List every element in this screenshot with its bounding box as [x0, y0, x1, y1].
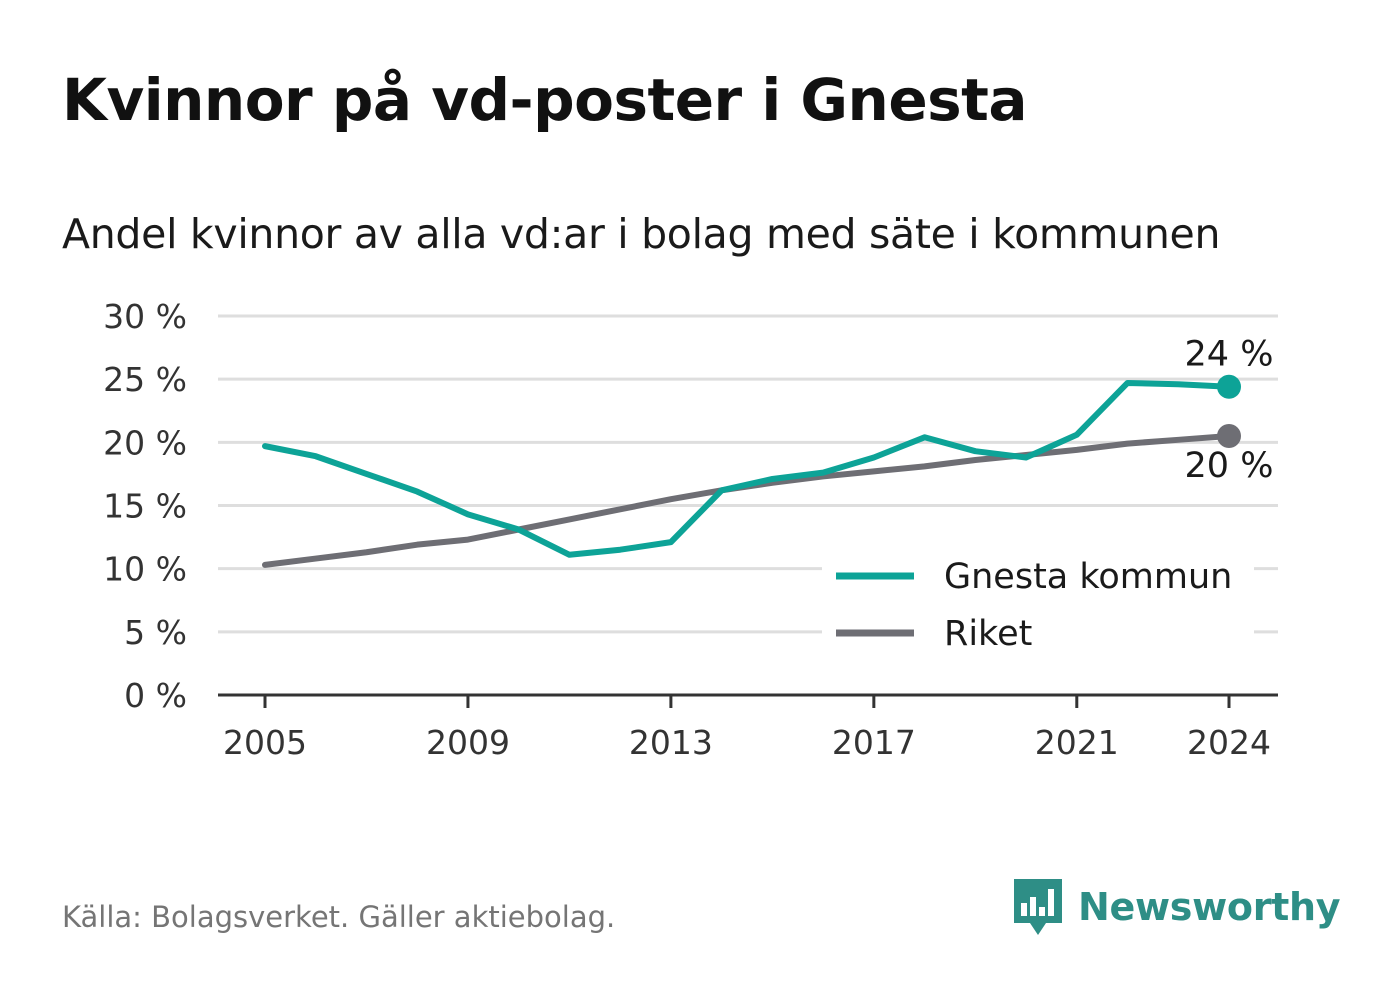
y-tick-label: 5 % — [124, 613, 187, 652]
end-value-labels: 24 % 20 % — [1185, 335, 1274, 486]
source-note: Källa: Bolagsverket. Gäller aktiebolag. — [62, 900, 616, 934]
y-axis-tick-labels: 0 % 5 % 10 % 15 % 20 % 25 % 30 % — [103, 297, 187, 715]
y-tick-label: 10 % — [103, 550, 187, 589]
legend-label: Riket — [944, 614, 1032, 654]
chart-title: Kvinnor på vd-poster i Gnesta — [62, 66, 1028, 134]
legend-background — [822, 546, 1254, 664]
riket-end-label: 20 % — [1185, 446, 1274, 486]
brand-name: Newsworthy — [1078, 885, 1341, 929]
y-tick-label: 30 % — [103, 297, 187, 336]
legend: Gnesta kommun Riket — [822, 546, 1254, 664]
chart-subtitle: Andel kvinnor av alla vd:ar i bolag med … — [62, 210, 1221, 258]
x-tick-label: 2009 — [426, 723, 510, 762]
riket-line — [262, 433, 1232, 568]
brand-logo: Newsworthy — [1012, 877, 1341, 937]
gridlines — [218, 314, 1278, 634]
riket-end-point — [1217, 424, 1241, 449]
legend-label: Gnesta kommun — [944, 557, 1232, 597]
gnesta-end-point — [1217, 374, 1241, 399]
x-tick-label: 2017 — [832, 723, 916, 762]
y-tick-label: 25 % — [103, 360, 187, 399]
x-axis: 2005 2009 2013 2017 2021 2024 — [218, 693, 1278, 762]
x-tick-label: 2024 — [1187, 723, 1271, 762]
x-tick-label: 2021 — [1035, 723, 1119, 762]
x-tick-label: 2005 — [223, 723, 307, 762]
x-tick-label: 2013 — [629, 723, 713, 762]
y-tick-label: 20 % — [103, 423, 187, 462]
y-tick-label: 0 % — [124, 676, 187, 715]
gnesta-end-label: 24 % — [1185, 335, 1274, 375]
gnesta-line — [262, 379, 1232, 558]
newsworthy-logo-icon — [1014, 879, 1062, 935]
series-lines — [262, 374, 1241, 568]
y-tick-label: 15 % — [103, 487, 187, 526]
